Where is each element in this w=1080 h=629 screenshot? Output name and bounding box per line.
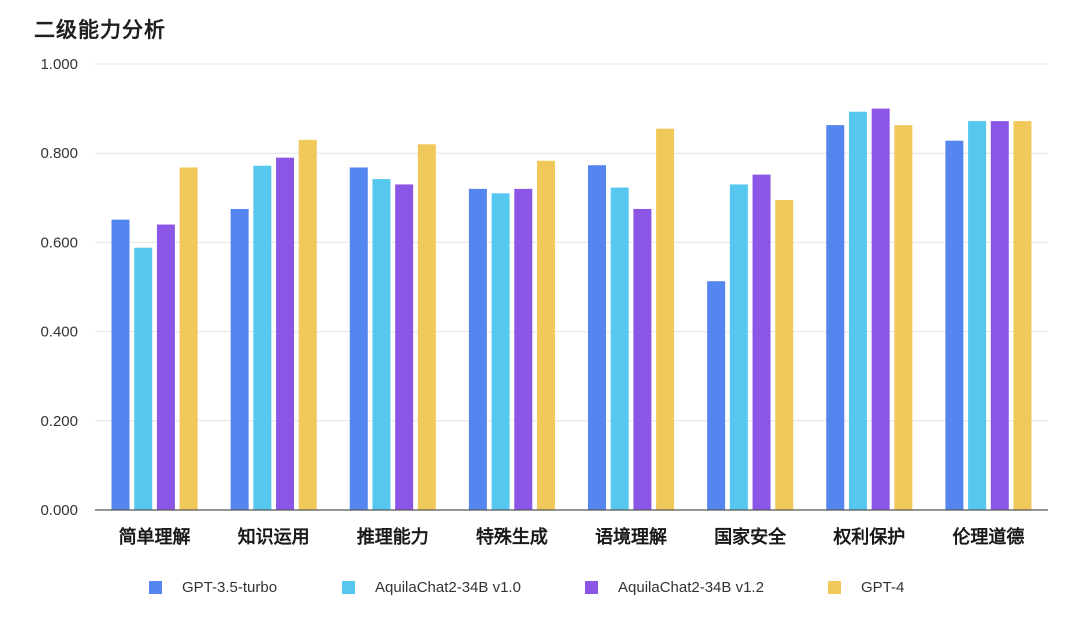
legend-item[interactable]: AquilaChat2-34B v1.2	[585, 575, 764, 599]
bar	[349, 167, 368, 511]
bar	[372, 179, 391, 510]
bar	[968, 121, 987, 510]
y-tick-label: 1.000	[40, 56, 78, 73]
bar	[656, 128, 675, 511]
bar	[633, 208, 652, 510]
x-tick-label: 简单理解	[119, 526, 191, 548]
x-tick-label: 推理能力	[357, 526, 429, 548]
bar	[230, 208, 249, 510]
bar	[298, 139, 317, 510]
bar	[894, 125, 913, 511]
legend-swatch	[828, 580, 841, 594]
bar	[276, 157, 295, 510]
bar	[514, 188, 533, 510]
bar	[848, 111, 867, 511]
legend-label: GPT-4	[861, 578, 905, 596]
bar	[536, 160, 555, 511]
y-tick-label: 0.800	[40, 145, 78, 162]
bar	[588, 165, 607, 510]
bar	[610, 187, 629, 511]
bar	[990, 121, 1009, 510]
x-tick-label: 特殊生成	[476, 526, 548, 548]
bar	[826, 125, 845, 511]
bar	[945, 140, 964, 510]
legend-label: AquilaChat2-34B v1.2	[618, 578, 764, 596]
legend-swatch	[585, 580, 598, 594]
y-tick-label: 0.000	[40, 502, 78, 519]
bar	[707, 281, 726, 510]
bars	[111, 108, 1032, 511]
bar	[491, 193, 510, 510]
bar	[156, 224, 175, 510]
chart-title: 二级能力分析	[34, 18, 166, 42]
legend-item[interactable]: GPT-4	[828, 575, 904, 599]
bar	[417, 144, 436, 510]
bar	[871, 108, 890, 510]
y-axis-ticks: 0.000 0.200 0.400 0.600 0.800 1.000	[40, 56, 78, 519]
legend-item[interactable]: GPT-3.5-turbo	[149, 575, 277, 599]
y-tick-label: 0.600	[40, 234, 78, 251]
bar	[752, 174, 771, 510]
bar	[468, 188, 487, 510]
legend: GPT-3.5-turbo AquilaChat2-34B v1.0 AquilaC…	[0, 575, 1080, 599]
legend-item[interactable]: AquilaChat2-34B v1.0	[342, 575, 521, 599]
bar	[395, 184, 414, 511]
bar	[179, 167, 198, 511]
x-tick-label: 权利保护	[832, 526, 905, 548]
y-tick-label: 0.200	[40, 413, 78, 430]
bar	[111, 219, 130, 511]
legend-swatch	[342, 580, 355, 594]
bar	[775, 200, 794, 510]
bar-chart: 0.000 0.200 0.400 0.600 0.800 1.000 简单理解 知识运用 推…	[40, 56, 1048, 548]
bar	[253, 165, 272, 511]
x-axis-ticks: 简单理解 知识运用 推理能力 特殊生成 语境理解 国家安全 权利保护 伦理道德	[119, 526, 1025, 548]
y-tick-label: 0.400	[40, 324, 78, 341]
legend-label: AquilaChat2-34B v1.0	[375, 578, 521, 596]
bar	[134, 247, 153, 510]
legend-swatch	[149, 580, 162, 594]
bar	[1013, 121, 1032, 510]
x-tick-label: 国家安全	[714, 526, 787, 548]
x-tick-label: 伦理道德	[952, 526, 1024, 548]
bar	[729, 184, 748, 511]
legend-label: GPT-3.5-turbo	[182, 578, 278, 596]
x-tick-label: 语境理解	[595, 526, 667, 548]
x-tick-label: 知识运用	[238, 526, 310, 548]
